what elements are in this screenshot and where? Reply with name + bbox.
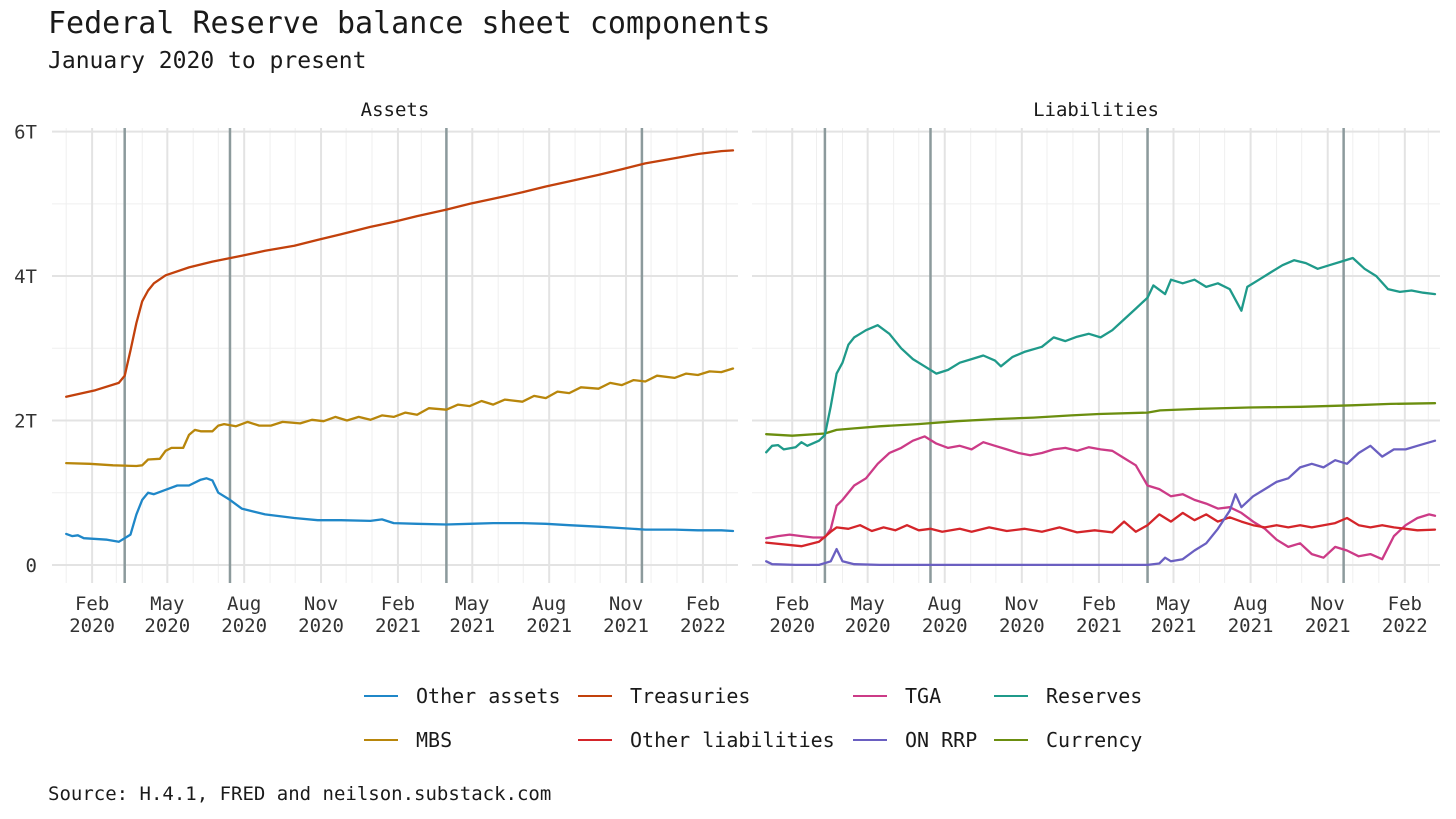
minor-x-grid xyxy=(65,128,727,583)
legend-label: TGA xyxy=(905,684,942,708)
chart-subtitle: January 2020 to present xyxy=(48,48,367,74)
x-tick-label: 2020 xyxy=(999,615,1045,637)
x-tick-label: Feb xyxy=(775,593,809,615)
legend-label: MBS xyxy=(416,728,453,752)
x-tick-label: Aug xyxy=(532,593,566,615)
x-tick-label: Feb xyxy=(686,593,720,615)
x-tick-label: Nov xyxy=(1311,593,1345,615)
legend-swatch xyxy=(578,738,612,742)
legend-item: MBS xyxy=(364,728,452,752)
minor-x-grid xyxy=(765,128,1429,583)
x-tick-label: Aug xyxy=(227,593,261,615)
x-tick-label: Feb xyxy=(1388,593,1422,615)
series-line-tga xyxy=(765,435,1437,561)
legend-swatch xyxy=(994,738,1028,742)
x-tick-label: May xyxy=(455,593,489,615)
legend-item: Reserves xyxy=(994,684,1142,708)
y-tick-label: 0 xyxy=(26,555,37,577)
x-tick-label: 2021 xyxy=(526,615,572,637)
legend-label: Currency xyxy=(1046,728,1143,752)
legend-swatch xyxy=(578,694,612,698)
x-tick-label: 2020 xyxy=(922,615,968,637)
series-line-reserves xyxy=(765,256,1437,454)
source-caption: Source: H.4.1, FRED and neilson.substack… xyxy=(48,783,552,805)
legend-item: ON RRP xyxy=(853,728,977,752)
x-tick-label: May xyxy=(850,593,884,615)
x-tick-label: 2021 xyxy=(375,615,421,637)
panel-assets: AssetsFeb2020May2020Aug2020Nov2020Feb202… xyxy=(14,99,738,637)
panel-title: Assets xyxy=(361,99,430,121)
series-line-treasuries xyxy=(65,149,735,398)
x-tick-label: Feb xyxy=(1082,593,1116,615)
x-tick-label: 2021 xyxy=(603,615,649,637)
legend-item: Other assets xyxy=(364,684,561,708)
x-tick-label: 2020 xyxy=(144,615,190,637)
x-tick-label: 2021 xyxy=(1228,615,1274,637)
x-tick-label: Feb xyxy=(381,593,415,615)
x-tick-label: 2021 xyxy=(449,615,495,637)
legend-label: Other assets xyxy=(416,684,561,708)
legend-item: Treasuries xyxy=(578,684,750,708)
x-tick-label: Feb xyxy=(75,593,109,615)
series-line-other-liabilities xyxy=(765,511,1437,548)
x-tick-label: 2021 xyxy=(1151,615,1197,637)
y-tick-label: 6T xyxy=(14,122,37,144)
chart-title: Federal Reserve balance sheet components xyxy=(48,6,771,41)
legend-item: Other liabilities xyxy=(578,728,835,752)
legend-swatch xyxy=(853,738,887,742)
legend-swatch xyxy=(364,738,398,742)
x-tick-label: Nov xyxy=(1005,593,1039,615)
series-line-currency xyxy=(765,402,1437,437)
legend-label: ON RRP xyxy=(905,728,978,752)
series-line-on-rrp xyxy=(765,439,1437,567)
panel-liabilities: LiabilitiesFeb2020May2020Aug2020Nov2020F… xyxy=(752,99,1440,637)
legend-item: TGA xyxy=(853,684,941,708)
x-tick-label: May xyxy=(1156,593,1190,615)
y-tick-label: 4T xyxy=(14,266,37,288)
legend-label: Treasuries xyxy=(630,684,751,708)
legend-swatch xyxy=(853,694,887,698)
legend-item: Currency xyxy=(994,728,1142,752)
x-tick-label: 2021 xyxy=(1076,615,1122,637)
x-tick-label: 2020 xyxy=(69,615,115,637)
x-tick-label: Nov xyxy=(609,593,643,615)
x-tick-label: 2020 xyxy=(845,615,891,637)
legend-label: Reserves xyxy=(1046,684,1143,708)
legend-swatch xyxy=(364,694,398,698)
x-tick-label: 2022 xyxy=(680,615,726,637)
x-tick-label: Aug xyxy=(928,593,962,615)
series-line-other-assets xyxy=(65,477,735,543)
x-tick-label: Nov xyxy=(304,593,338,615)
x-tick-label: 2022 xyxy=(1382,615,1428,637)
x-tick-label: Aug xyxy=(1233,593,1267,615)
legend-swatch xyxy=(994,694,1028,698)
x-tick-label: 2021 xyxy=(1305,615,1351,637)
x-tick-label: May xyxy=(150,593,184,615)
y-tick-label: 2T xyxy=(14,411,37,433)
x-tick-label: 2020 xyxy=(221,615,267,637)
x-tick-label: 2020 xyxy=(298,615,344,637)
series-line-mbs xyxy=(65,367,735,468)
legend-label: Other liabilities xyxy=(630,728,835,752)
x-tick-label: 2020 xyxy=(769,615,815,637)
panel-title: Liabilities xyxy=(1033,99,1159,121)
